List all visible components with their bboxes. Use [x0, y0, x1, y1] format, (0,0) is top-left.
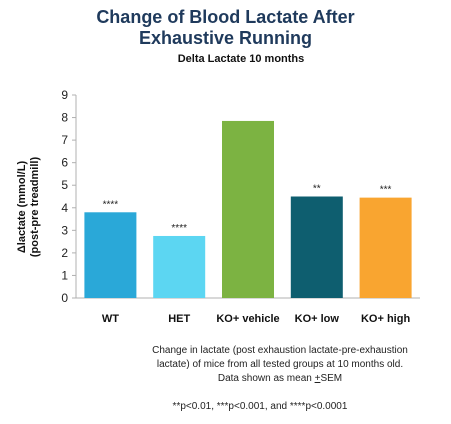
significance-footnote: **p<0.01, ***p<0.001, and ****p<0.0001 [172, 401, 348, 412]
x-tick-label: HET [168, 313, 190, 325]
bar [153, 235, 206, 298]
y-tick-label: 7 [61, 133, 68, 147]
y-tick-label: 8 [61, 111, 68, 125]
y-tick-label: 9 [61, 88, 68, 102]
chart-title-line-2: Exhaustive Running [138, 28, 313, 48]
bar-chart: 0 1 2 3 4 5 6 7 8 9 **** WT **** HET KO+ vehicle ** KO+ … [61, 88, 420, 325]
caption-sem: SEM [320, 373, 343, 384]
significance-label: **** [103, 199, 119, 210]
x-tick-label: KO+ vehicle [216, 313, 279, 325]
bar [290, 196, 343, 298]
chart-title: Change of Blood Lactate After Exhaustive… [0, 7, 451, 49]
significance-label: *** [380, 185, 392, 196]
y-tick-label: 3 [61, 223, 68, 237]
y-tick-label: 2 [61, 246, 68, 260]
y-tick-label: 6 [61, 156, 68, 170]
y-tick-label: 1 [61, 268, 68, 282]
y-tick-label: 5 [61, 178, 68, 192]
bar [222, 120, 274, 298]
bar [359, 197, 412, 298]
x-tick-label: KO+ low [295, 313, 340, 325]
caption-line-3-text: Data shown as mean [217, 373, 315, 384]
significance-label: **** [171, 223, 187, 234]
chart-subtitle: Delta Lactate 10 months [177, 53, 305, 65]
caption-line-1: Change in lactate (post exhaustion lacta… [152, 345, 408, 356]
significance-label: ** [313, 184, 321, 195]
y-tick-label: 4 [61, 201, 68, 215]
x-tick-label: KO+ high [361, 313, 410, 325]
caption-line-3: Data shown as mean +SEM [130, 372, 430, 386]
bar [84, 212, 137, 298]
caption-plus-minus: + [314, 373, 321, 384]
x-tick-label: WT [102, 313, 119, 325]
figure-caption: Change in lactate (post exhaustion lacta… [130, 344, 430, 386]
y-tick-label: 0 [61, 291, 68, 305]
caption-line-2: lactate) of mice from all tested groups … [156, 359, 404, 370]
chart-title-line-1: Change of Blood Lactate After [96, 7, 355, 27]
